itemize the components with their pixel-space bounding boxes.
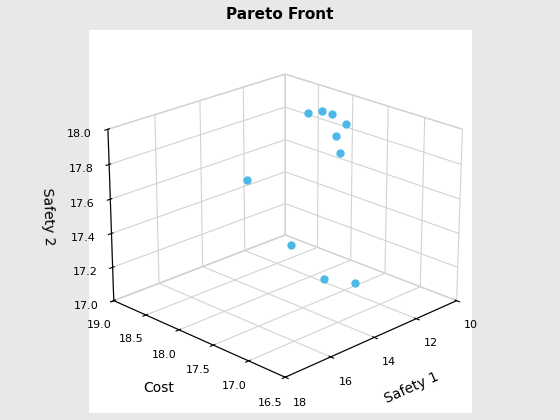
X-axis label: Safety 1: Safety 1: [382, 370, 441, 406]
Y-axis label: Cost: Cost: [143, 381, 174, 395]
Title: Pareto Front: Pareto Front: [226, 7, 334, 22]
